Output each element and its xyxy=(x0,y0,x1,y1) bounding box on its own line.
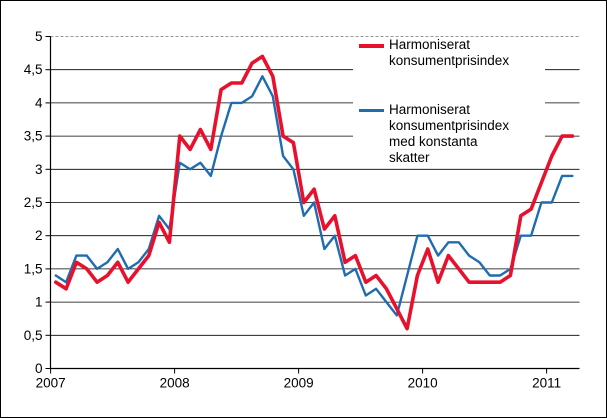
x-tick-label: 2009 xyxy=(284,376,314,391)
x-tick-label: 2011 xyxy=(532,376,561,391)
legend-item-hicp: Harmoniserat konsumentprisindex xyxy=(353,37,545,69)
x-tick-label: 2010 xyxy=(408,376,438,391)
legend-label-hicp: Harmoniserat konsumentprisindex xyxy=(389,37,510,68)
hicp-constant-taxes-line xyxy=(54,75,574,317)
hicp-line-swatch xyxy=(359,44,384,48)
y-tick-label: 1 xyxy=(35,295,43,310)
y-tick-label: 5 xyxy=(35,29,43,44)
legend: Harmoniserat konsumentprisindex Harmonis… xyxy=(353,37,545,166)
y-tick-label: 2 xyxy=(35,228,43,243)
y-tick-label: 4,5 xyxy=(24,62,43,77)
legend-item-hicp-constant-taxes: Harmoniserat konsumentprisindex med kons… xyxy=(353,102,545,166)
y-tick-label: 4 xyxy=(35,95,43,110)
y-tick-label: 2,5 xyxy=(24,195,43,210)
y-tick-label: 0 xyxy=(35,361,43,376)
hicp-line xyxy=(53,54,575,331)
x-tick-label: 2007 xyxy=(36,376,66,391)
hicp-constant-taxes-line-swatch xyxy=(359,109,384,112)
y-tick-label: 3,5 xyxy=(24,129,43,144)
legend-label-hicp-constant-taxes: Harmoniserat konsumentprisindex med kons… xyxy=(389,102,510,165)
y-tick-label: 3 xyxy=(35,162,43,177)
y-tick-label: 1,5 xyxy=(24,261,43,276)
x-tick-label: 2008 xyxy=(160,376,190,391)
y-tick-label: 0,5 xyxy=(24,328,43,343)
